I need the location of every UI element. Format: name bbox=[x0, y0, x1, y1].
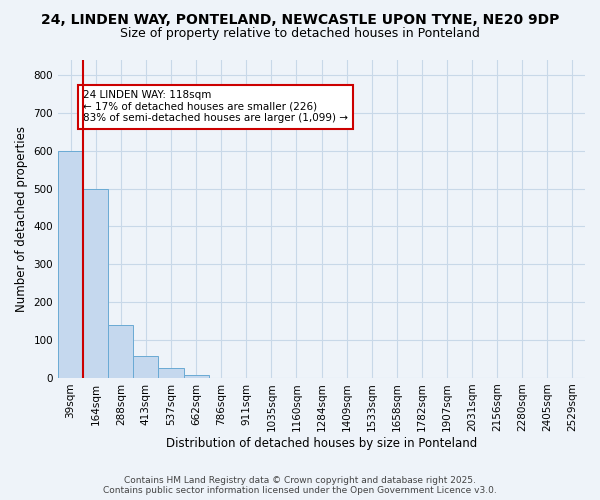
Y-axis label: Number of detached properties: Number of detached properties bbox=[15, 126, 28, 312]
Bar bbox=[58, 151, 83, 378]
Text: Contains HM Land Registry data © Crown copyright and database right 2025.
Contai: Contains HM Land Registry data © Crown c… bbox=[103, 476, 497, 495]
Text: 24, LINDEN WAY, PONTELAND, NEWCASTLE UPON TYNE, NE20 9DP: 24, LINDEN WAY, PONTELAND, NEWCASTLE UPO… bbox=[41, 12, 559, 26]
Bar bbox=[158, 368, 184, 378]
X-axis label: Distribution of detached houses by size in Ponteland: Distribution of detached houses by size … bbox=[166, 437, 477, 450]
Bar bbox=[184, 375, 209, 378]
Text: 24 LINDEN WAY: 118sqm
← 17% of detached houses are smaller (226)
83% of semi-det: 24 LINDEN WAY: 118sqm ← 17% of detached … bbox=[83, 90, 348, 124]
Bar bbox=[83, 188, 108, 378]
Bar bbox=[133, 356, 158, 378]
Text: Size of property relative to detached houses in Ponteland: Size of property relative to detached ho… bbox=[120, 28, 480, 40]
Bar bbox=[108, 325, 133, 378]
